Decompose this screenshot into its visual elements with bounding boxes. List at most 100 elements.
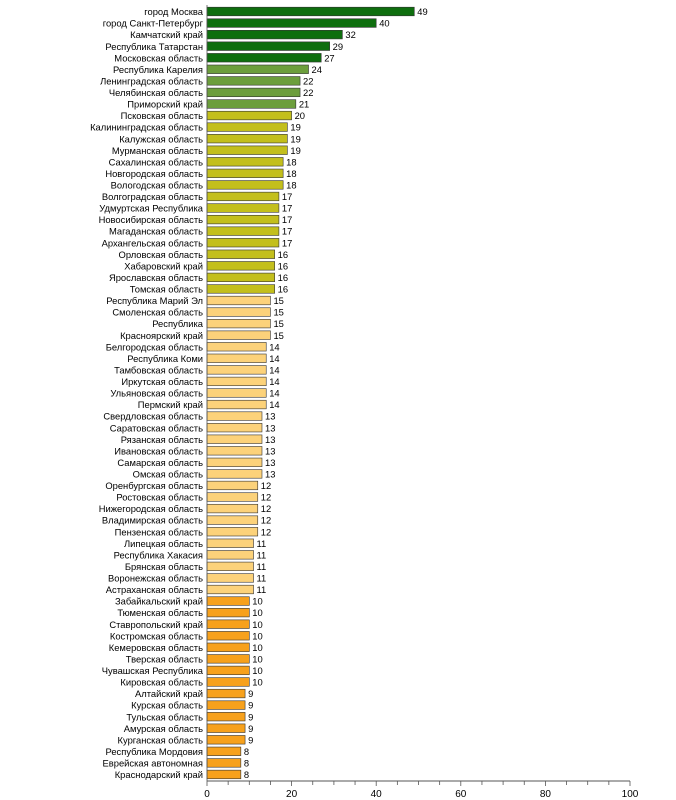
value-label: 22 xyxy=(303,87,313,98)
bar xyxy=(206,457,263,467)
value-label: 8 xyxy=(244,746,249,757)
category-label: Удмуртская Республика xyxy=(99,203,203,214)
category-label: Сахалинская область xyxy=(109,156,203,167)
x-axis: 0 20 40 60 80 100 xyxy=(204,5,639,800)
bar xyxy=(206,503,259,514)
value-label: 11 xyxy=(257,549,267,560)
category-label: Кировская область xyxy=(120,677,203,688)
value-label: 9 xyxy=(248,723,253,734)
bar xyxy=(206,631,250,641)
category-label: Красноярский край xyxy=(120,330,203,341)
category-label: Пензенская область xyxy=(115,526,203,537)
value-label: 29 xyxy=(333,41,343,52)
category-label: Новосибирская область xyxy=(99,214,204,225)
bar xyxy=(206,654,250,664)
category-label: город Санкт-Петербург xyxy=(103,18,204,29)
category-label: Республика Мордовия xyxy=(106,746,204,757)
value-label: 17 xyxy=(282,214,292,225)
value-label: 19 xyxy=(290,145,300,156)
value-label: 9 xyxy=(248,711,253,722)
value-label: 14 xyxy=(269,341,279,352)
value-label: 14 xyxy=(269,364,279,375)
value-label: 16 xyxy=(278,272,288,283)
category-label: Ростовская область xyxy=(116,492,203,503)
bar xyxy=(206,642,250,652)
value-label: 24 xyxy=(312,64,322,75)
value-label: 10 xyxy=(252,596,262,607)
category-label: Томская область xyxy=(130,284,203,295)
bar xyxy=(206,110,292,121)
bar xyxy=(206,6,415,17)
bar xyxy=(206,307,271,317)
value-label: 12 xyxy=(261,526,271,537)
value-label: 10 xyxy=(252,665,262,676)
x-tick-label: 0 xyxy=(204,789,210,800)
value-label: 13 xyxy=(265,422,275,433)
bar xyxy=(206,272,275,282)
value-label: 9 xyxy=(248,688,253,699)
bar xyxy=(206,53,322,63)
value-label: 8 xyxy=(244,758,249,769)
value-label: 10 xyxy=(252,630,262,641)
x-tick-label: 100 xyxy=(622,789,639,800)
category-label: Ярославская область xyxy=(109,272,203,283)
value-label: 10 xyxy=(252,642,262,653)
category-label: Тамбовская область xyxy=(114,364,203,375)
bar xyxy=(206,608,250,618)
value-label: 49 xyxy=(417,6,427,17)
category-label: Тюменская область xyxy=(117,607,203,618)
category-label: Ульяновская область xyxy=(110,388,203,399)
category-label: Пермский край xyxy=(138,399,203,410)
value-label: 12 xyxy=(261,480,271,491)
category-label: Республика Хакасия xyxy=(114,549,203,560)
bar xyxy=(206,180,284,190)
bar xyxy=(206,122,288,132)
value-label: 19 xyxy=(290,122,300,133)
value-label: 15 xyxy=(273,307,283,318)
value-label: 14 xyxy=(269,388,279,399)
bar xyxy=(206,561,254,571)
bar xyxy=(206,665,250,676)
bar xyxy=(206,411,263,421)
category-label: Республика xyxy=(152,318,204,329)
value-label: 12 xyxy=(261,515,271,526)
bar xyxy=(206,584,254,595)
bar xyxy=(206,238,280,248)
value-label: 13 xyxy=(265,411,275,422)
category-label: Амурская область xyxy=(124,723,203,734)
value-label: 10 xyxy=(252,677,262,688)
bar xyxy=(206,480,259,491)
value-label: 10 xyxy=(252,619,262,630)
x-tick-label: 60 xyxy=(455,789,467,800)
bar xyxy=(206,712,246,722)
value-label: 32 xyxy=(345,29,355,40)
category-label: Иркутская область xyxy=(121,376,203,387)
bar xyxy=(206,41,330,51)
category-label: Орловская область xyxy=(119,249,204,260)
category-label: Волгоградская область xyxy=(102,191,203,202)
bar xyxy=(206,226,280,236)
bar xyxy=(206,550,254,560)
bar xyxy=(206,376,267,387)
category-label: Оренбургская область xyxy=(105,480,203,491)
category-label: Еврейская автономная xyxy=(103,758,203,769)
value-labels-group: 4940322927242222212019191918181817171717… xyxy=(244,6,428,780)
category-label: Астраханская область xyxy=(106,584,203,595)
category-label: Омская область xyxy=(133,469,203,480)
bars-group xyxy=(206,6,415,780)
value-label: 15 xyxy=(273,295,283,306)
category-label: Алтайский край xyxy=(135,688,203,699)
category-label: Саратовская область xyxy=(110,422,203,433)
category-label: Ивановская область xyxy=(114,445,203,456)
bar xyxy=(206,261,275,271)
bar xyxy=(206,515,259,525)
bar xyxy=(206,677,250,687)
value-label: 16 xyxy=(278,284,288,295)
bar xyxy=(206,330,271,340)
bar xyxy=(206,64,309,74)
bar xyxy=(206,145,288,155)
category-label: Курская область xyxy=(131,700,203,711)
bar xyxy=(206,214,280,225)
category-label: Московская область xyxy=(114,52,203,63)
